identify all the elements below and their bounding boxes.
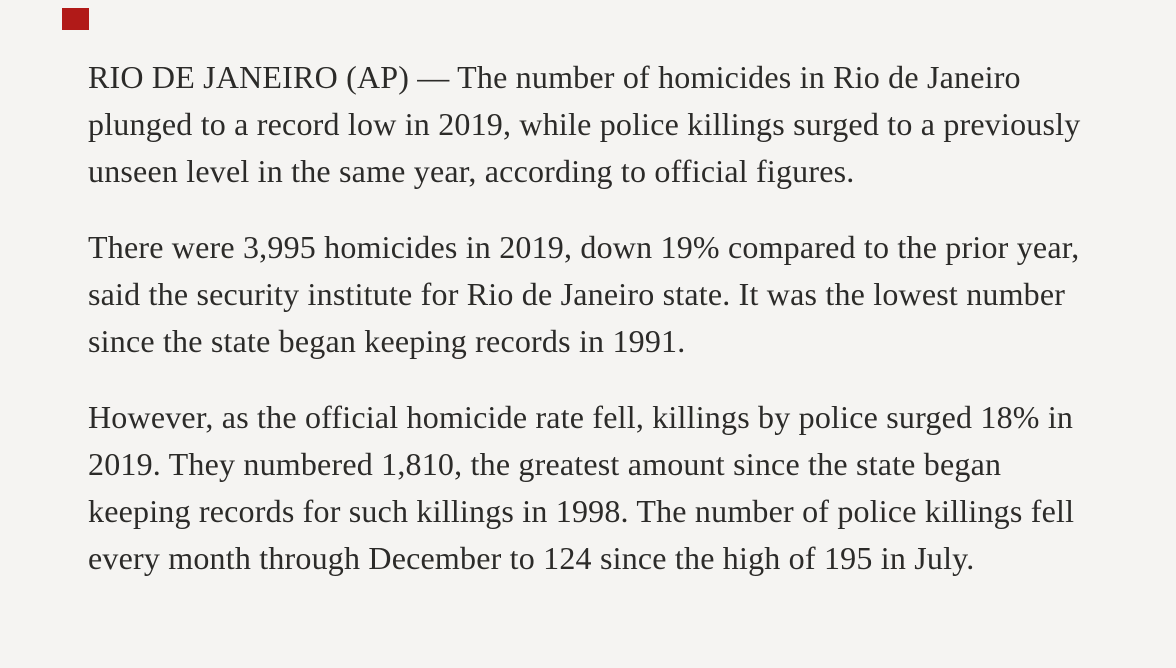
article-body: RIO DE JANEIRO (AP) — The number of homi… [88,54,1148,611]
text-line: However, as the official homicide rate f… [88,399,1074,435]
text-line: said the security institute for Rio de J… [88,276,1066,312]
text-line: unseen level in the same year, according… [88,153,855,189]
text-line: since the state began keeping records in… [88,323,686,359]
paragraph-2: There were 3,995 homicides in 2019, down… [88,224,1148,365]
text-line: keeping records for such killings in 199… [88,493,1075,529]
text-line: There were 3,995 homicides in 2019, down… [88,229,1080,265]
paragraph-1: RIO DE JANEIRO (AP) — The number of homi… [88,54,1148,195]
text-line: every month through December to 124 sinc… [88,540,975,576]
red-marker [62,8,89,30]
text-line: RIO DE JANEIRO (AP) — The number of homi… [88,59,1021,95]
paragraph-3: However, as the official homicide rate f… [88,394,1148,582]
text-line: 2019. They numbered 1,810, the greatest … [88,446,1002,482]
text-line: plunged to a record low in 2019, while p… [88,106,1081,142]
